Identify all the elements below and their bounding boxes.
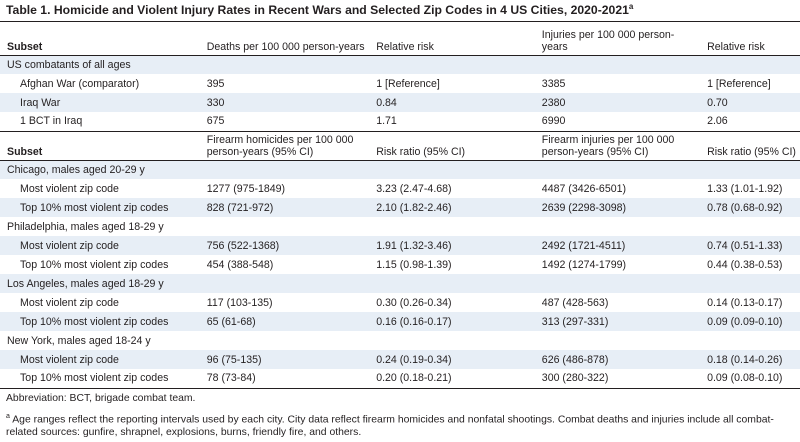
cell-risk-ratio: 1.15 (0.98-1.39) [376,258,452,271]
data-table: Subset Deaths per 100 000 person-years R… [0,24,800,389]
cell-risk-ratio: 0.24 (0.19-0.34) [369,350,535,369]
cell-risk-ratio-2: 1.33 (1.01-1.92) [707,182,783,195]
table-row: Afghan War (comparator) 395 1 [Reference… [0,74,800,93]
table-row: 1 BCT in Iraq 675 1.71 6990 2.06 [0,112,800,131]
header-row-war: Subset Deaths per 100 000 person-years R… [0,24,800,55]
cell-homicides: 828 (721-972) [199,198,370,217]
cell-risk-ratio-2: 0.78 (0.68-0.92) [700,198,800,217]
header-subset: Subset [7,145,43,158]
header-row-city: Subset Firearm homicides per 100 000 per… [0,131,800,160]
city-label: Los Angeles, males aged 18-29 y [0,274,800,293]
row-label: Top 10% most violent zip codes [20,372,169,385]
table-row: Iraq War 330 0.84 2380 0.70 [0,93,800,112]
cell-injuries: 313 (297-331) [534,312,701,331]
cell-injuries: 1492 (1274-1799) [541,258,627,271]
row-label: Most violent zip code [0,350,200,369]
table-row: Top 10% most violent zip codes 65 (61-68… [0,312,800,331]
table-title-text: Table 1. Homicide and Violent Injury Rat… [6,3,629,18]
cell-relative-risk: 1 [Reference] [376,77,440,90]
row-label: 1 BCT in Iraq [20,115,83,128]
cell-risk-ratio: 3.23 (2.47-4.68) [376,182,452,195]
abbreviation-note: Abbreviation: BCT, brigade combat team. [6,393,196,404]
cell-injuries: 2639 (2298-3098) [534,198,701,217]
row-label: Iraq War [0,93,200,112]
cell-risk-ratio-2: 0.44 (0.38-0.53) [707,258,783,271]
city-group-row: Chicago, males aged 20-29 y [0,160,800,179]
title-footnote-marker: a [628,2,634,11]
cell-homicides: 65 (61-68) [199,312,370,331]
cell-injuries: 300 (280-322) [541,372,609,385]
row-label: Top 10% most violent zip codes [0,312,200,331]
cell-risk-ratio-2: 0.74 (0.51-1.33) [700,236,800,255]
cell-injuries: 3385 [541,77,566,90]
row-label: Afghan War (comparator) [20,77,140,90]
footnote-marker: a [6,413,10,420]
table-title: Table 1. Homicide and Violent Injury Rat… [6,2,633,17]
row-label: Top 10% most violent zip codes [0,198,200,217]
table-row: Top 10% most violent zip codes 828 (721-… [0,198,800,217]
cell-homicides: 1277 (975-1849) [206,182,286,195]
header-relative-risk: Relative risk [376,40,434,53]
cell-risk-ratio-2: 0.09 (0.09-0.10) [700,312,800,331]
cell-homicides: 454 (388-548) [206,258,274,271]
header-firearm-injuries: Firearm injuries per 100 000 person-year… [541,133,675,158]
row-label: Most violent zip code [20,182,119,195]
cell-risk-ratio: 1.91 (1.32-3.46) [369,236,535,255]
city-label: Philadelphia, males aged 18-29 y [7,220,164,233]
cell-injuries: 487 (428-563) [541,296,609,309]
cell-relative-risk-2: 1 [Reference] [707,77,771,90]
cell-injuries: 2380 [534,93,701,112]
cell-risk-ratio: 0.20 (0.18-0.21) [376,372,452,385]
cell-deaths: 675 [206,115,225,128]
table-row: Top 10% most violent zip codes 78 (73-84… [0,369,800,388]
table-body: Subset Deaths per 100 000 person-years R… [0,24,800,388]
header-deaths: Deaths per 100 000 person-years [206,40,365,53]
footnote-text: Age ranges reflect the reporting interva… [6,414,774,439]
table-row: Most violent zip code 756 (522-1368) 1.9… [0,236,800,255]
cell-risk-ratio-2: 0.18 (0.14-0.26) [700,350,800,369]
row-label: Top 10% most violent zip codes [20,258,169,271]
header-risk-ratio-2: Risk ratio (95% CI) [707,145,796,158]
table-row: Most violent zip code 96 (75-135) 0.24 (… [0,350,800,369]
cell-homicides: 756 (522-1368) [199,236,370,255]
city-group-row: Los Angeles, males aged 18-29 y [0,274,800,293]
cell-risk-ratio-2: 0.14 (0.13-0.17) [707,296,783,309]
row-label: Most violent zip code [20,296,119,309]
cell-relative-risk-2: 0.70 [700,93,800,112]
cell-risk-ratio: 0.16 (0.16-0.17) [369,312,535,331]
group-label: US combatants of all ages [0,55,800,74]
cell-homicides: 78 (73-84) [206,372,256,385]
footnote: a Age ranges reflect the reporting inter… [6,410,796,439]
cell-deaths: 330 [199,93,370,112]
header-risk-ratio: Risk ratio (95% CI) [376,145,466,158]
cell-injuries: 4487 (3426-6501) [541,182,627,195]
header-relative-risk-2: Relative risk [707,40,765,53]
group-row: US combatants of all ages [0,55,800,74]
cell-risk-ratio: 2.10 (1.82-2.46) [369,198,535,217]
table-row: Most violent zip code 1277 (975-1849) 3.… [0,179,800,198]
cell-relative-risk: 1.71 [376,115,397,128]
cell-relative-risk-2: 2.06 [707,115,728,128]
top-rule [0,21,800,22]
header-injuries: Injuries per 100 000 person-years [541,28,675,53]
table-row: Most violent zip code 117 (103-135) 0.30… [0,293,800,312]
city-group-row: Philadelphia, males aged 18-29 y [0,217,800,236]
cell-risk-ratio-2: 0.09 (0.08-0.10) [707,372,783,385]
header-subset: Subset [7,40,43,53]
city-group-row: New York, males aged 18-24 y [0,331,800,350]
row-label: Most violent zip code [0,236,200,255]
cell-injuries: 6990 [541,115,566,128]
city-label: New York, males aged 18-24 y [7,334,151,347]
table-row: Top 10% most violent zip codes 454 (388-… [0,255,800,274]
cell-injuries: 626 (486-878) [534,350,701,369]
header-firearm-homicides: Firearm homicides per 100 000 person-yea… [206,133,354,158]
cell-homicides: 117 (103-135) [206,296,273,309]
cell-homicides: 96 (75-135) [199,350,370,369]
cell-deaths: 395 [206,77,225,90]
cell-relative-risk: 0.84 [369,93,535,112]
city-label: Chicago, males aged 20-29 y [0,160,800,179]
cell-risk-ratio: 0.30 (0.26-0.34) [376,296,452,309]
cell-injuries: 2492 (1721-4511) [534,236,701,255]
